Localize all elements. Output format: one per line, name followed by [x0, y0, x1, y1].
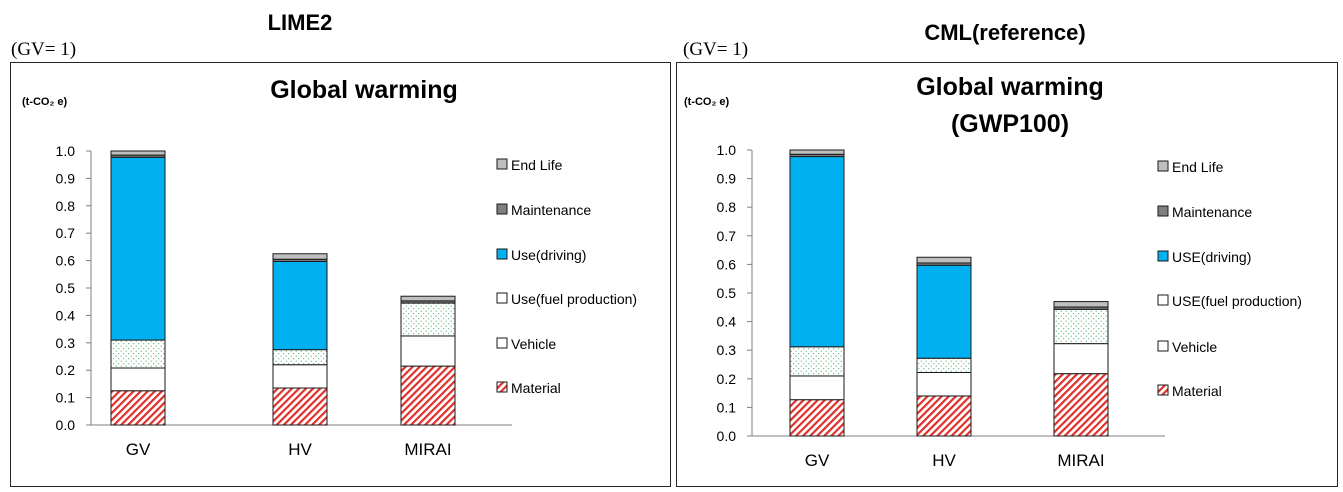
right-y-tick-label: 0.5 [717, 285, 737, 301]
left-stacked-bar-chart: 0.0 0.1 0.2 0.3 0.4 0.5 0.6 0.7 0.8 0.9 1.0 GV HV MIR… [56, 143, 638, 459]
left-legend-label-2: Vehicle [511, 336, 556, 352]
left-y-tick-label: 1.0 [56, 143, 76, 159]
right-bar-hv-segment-1 [916, 395, 972, 437]
left-y-tick-label: 0.3 [56, 335, 76, 351]
left-legend-label-4: Use(driving) [511, 247, 586, 263]
left-legend-swatch-4 [496, 248, 508, 260]
right-legend-swatch-6 [1157, 160, 1169, 172]
left-y-tick-label: 0.5 [56, 280, 76, 296]
right-y-tick-label: 0.1 [717, 399, 737, 415]
right-bar-hv-segment-2 [916, 372, 972, 397]
right-legend-swatch-3 [1157, 294, 1169, 306]
left-bar-hv-segment-1 [272, 387, 328, 426]
left-legend-swatch-1 [496, 381, 508, 393]
left-bar-gv-segment-1 [110, 390, 166, 426]
right-bar-mirai-segment-6 [1053, 301, 1109, 308]
right-legend-label-6: End Life [1172, 159, 1224, 175]
left-y-tick-label: 0.4 [56, 307, 76, 323]
left-y-tick-label: 0.9 [56, 170, 76, 186]
right-bar-mirai-segment-2 [1053, 343, 1109, 375]
right-bar-hv-segment-4 [916, 264, 972, 359]
left-legend-label-6: End Life [511, 157, 563, 173]
left-scale-note: (GV= 1) [11, 39, 76, 60]
right-y-tick-label: 0.3 [717, 342, 737, 358]
right-legend-swatch-1 [1157, 384, 1169, 396]
left-bar-gv-segment-2 [110, 367, 166, 392]
left-y-tick-label: 0.8 [56, 198, 76, 214]
left-panel-frame [10, 62, 671, 487]
left-bar-mirai-segment-3 [400, 302, 456, 337]
left-unit-label: (t-CO₂ e) [22, 96, 68, 108]
right-legend-label-3: USE(fuel production) [1172, 293, 1302, 309]
right-stacked-bar-chart: 0.0 0.1 0.2 0.3 0.4 0.5 0.6 0.7 0.8 0.9 1.0 GV HV MIR… [717, 142, 1302, 470]
right-scale-note: (GV= 1) [683, 39, 748, 60]
right-y-tick-label: 0.0 [717, 428, 737, 444]
left-bar-mirai-segment-1 [400, 365, 456, 426]
right-y-tick-label: 0.6 [717, 256, 737, 272]
left-bar-gv-segment-3 [110, 339, 166, 369]
right-category-label-gv: GV [805, 451, 830, 470]
left-category-label-hv: HV [288, 440, 312, 459]
right-y-tick-label: 0.4 [717, 314, 737, 330]
left-legend-swatch-3 [496, 292, 508, 304]
right-category-label-hv: HV [932, 451, 956, 470]
right-legend-label-4: USE(driving) [1172, 249, 1251, 265]
left-legend-swatch-2 [496, 337, 508, 349]
left-bar-gv-segment-6 [110, 150, 166, 156]
right-y-tick-label: 0.7 [717, 228, 737, 244]
left-chart-title: Global warming [270, 76, 458, 104]
left-bar-hv-segment-2 [272, 364, 328, 389]
left-bar-mirai-segment-2 [400, 335, 456, 367]
left-bar-gv-segment-4 [110, 156, 166, 341]
right-method-title: CML(reference) [924, 20, 1085, 45]
right-bar-mirai-segment-3 [1053, 308, 1109, 345]
left-legend-label-1: Material [511, 380, 561, 396]
right-chart-title-line2: (GWP100) [951, 110, 1069, 138]
right-y-tick-label: 0.9 [717, 171, 737, 187]
right-unit-label: (t-CO₂ e) [684, 96, 730, 108]
left-y-tick-label: 0.6 [56, 253, 76, 269]
right-y-tick-label: 0.2 [717, 371, 737, 387]
left-bar-mirai-segment-6 [400, 295, 456, 302]
left-legend-label-5: Maintenance [511, 202, 591, 218]
left-bar-hv-segment-4 [272, 260, 328, 351]
right-bar-mirai-segment-1 [1053, 373, 1109, 437]
right-bar-gv-segment-2 [789, 375, 845, 401]
left-y-tick-label: 0.7 [56, 225, 76, 241]
left-y-tick-label: 0.0 [56, 417, 76, 433]
left-category-label-gv: GV [126, 440, 151, 459]
right-bar-gv-segment-4 [789, 156, 845, 348]
right-legend-label-2: Vehicle [1172, 339, 1217, 355]
left-bar-hv-segment-6 [272, 253, 328, 260]
right-y-tick-label: 0.8 [717, 199, 737, 215]
right-y-tick-label: 1.0 [717, 142, 737, 158]
right-legend-label-5: Maintenance [1172, 204, 1252, 220]
right-legend-label-1: Material [1172, 383, 1222, 399]
right-legend-swatch-5 [1157, 205, 1169, 217]
right-legend-swatch-4 [1157, 250, 1169, 262]
right-bar-hv-segment-6 [916, 256, 972, 264]
left-legend-swatch-6 [496, 158, 508, 170]
left-legend-swatch-5 [496, 203, 508, 215]
right-bar-hv-segment-3 [916, 357, 972, 374]
right-bar-gv-segment-1 [789, 399, 845, 437]
left-category-label-mirai: MIRAI [404, 440, 451, 459]
right-bar-gv-segment-6 [789, 149, 845, 155]
right-legend-swatch-2 [1157, 340, 1169, 352]
left-method-title: LIME2 [268, 10, 333, 35]
right-category-label-mirai: MIRAI [1057, 451, 1104, 470]
right-chart-title-line1: Global warming [916, 73, 1104, 101]
left-bar-hv-segment-3 [272, 349, 328, 366]
right-bar-gv-segment-3 [789, 346, 845, 377]
left-y-tick-label: 0.2 [56, 362, 76, 378]
left-y-tick-label: 0.1 [56, 390, 76, 406]
left-legend-label-3: Use(fuel production) [511, 291, 637, 307]
